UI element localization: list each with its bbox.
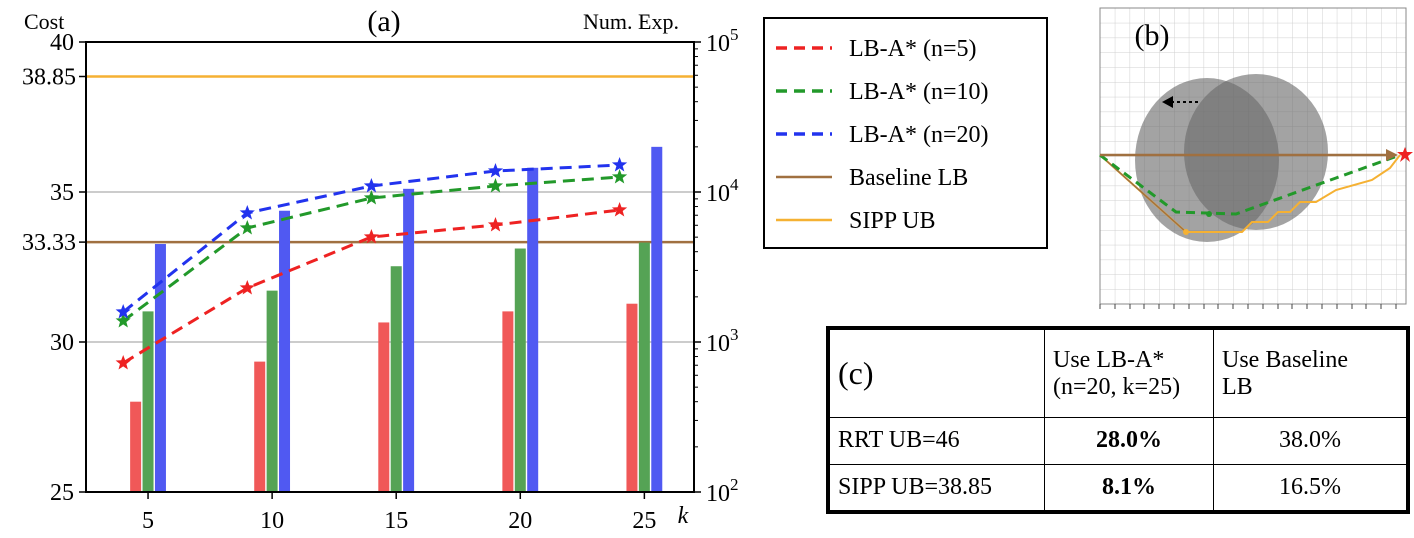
panel-c-label: (c) <box>838 355 874 391</box>
series-point-star-icon <box>487 217 504 232</box>
bar-n20-k5.5 <box>154 244 166 492</box>
axis-ticks: 5 10 15 20 25 25 30 35 40 33.33 38.85 102 103 104 105 <box>22 25 739 534</box>
panel-a-chart: 5 10 15 20 252530354033.3338.85102103104105 … <box>22 5 739 534</box>
series-group <box>115 157 628 370</box>
rrt-path <box>1099 154 1187 233</box>
y-right-tick-label: 105 <box>706 25 739 57</box>
legend-frame <box>763 17 1048 249</box>
y-right-tick-label: 103 <box>706 325 739 357</box>
lba-waypoint <box>1206 211 1212 217</box>
y-left-extra-tick-label: 33.33 <box>22 230 76 256</box>
y-right-tick-label: 104 <box>706 175 739 207</box>
y-right-tick-label: 102 <box>706 475 739 507</box>
panel-b-diagram: (b) <box>1099 7 1413 309</box>
panel-a-label: (a) <box>367 5 400 38</box>
x-tick-label: 5 <box>142 508 154 534</box>
table-corner: (c) <box>829 329 1045 418</box>
bar-n10-k20 <box>514 248 526 492</box>
bar-n10-k25 <box>638 242 650 492</box>
series-point-star-icon <box>611 202 628 217</box>
x-tick-label: 10 <box>260 508 284 534</box>
series-point-star-icon <box>487 163 504 178</box>
panel-c-table: (c) Use LB-A* (n=20, k=25) Use Baseline LB… <box>826 326 1410 514</box>
table-row: SIPP UB=38.85 8.1% 16.5% <box>829 463 1407 511</box>
motion-arrow-icon <box>1162 96 1173 108</box>
row-baseline-value: 38.0% <box>1213 417 1407 465</box>
bar-n20-k10.5 <box>279 210 291 492</box>
lba-path <box>1099 153 1401 216</box>
sipp-waypoint <box>1183 229 1189 235</box>
header-lba: Use LB-A* (n=20, k=25) <box>1044 329 1214 418</box>
bar-n10-k15 <box>390 266 402 492</box>
obstacle-current <box>1184 74 1328 230</box>
legend-entry-label: LB-A* (n=20) <box>849 122 989 148</box>
legend-entry-label: LB-A* (n=10) <box>849 79 989 105</box>
y-left-axis-label: Cost <box>24 9 64 34</box>
series-point-star-icon <box>239 280 255 295</box>
series-point-star-icon <box>611 169 628 184</box>
bar-n20-k25.5 <box>651 146 663 492</box>
bar-n5-k9.5 <box>254 361 266 492</box>
row-lba-value: 28.0% <box>1044 417 1214 465</box>
header-lba-sub: (n=20, k=25) <box>1053 373 1181 400</box>
bar-n5-k14.5 <box>378 322 390 492</box>
bar-n5-k19.5 <box>502 311 514 492</box>
panel-b-label: (b) <box>1135 19 1170 52</box>
series-line <box>122 175 620 323</box>
header-baseline-title: Use Baseline <box>1222 346 1348 373</box>
y-left-tick-label: 30 <box>50 330 74 356</box>
legend: LB-A* (n=5) LB-A* (n=10) LB-A* (n=20) Basel… <box>763 17 1048 249</box>
series-point-star-icon <box>363 190 379 205</box>
series-line <box>122 208 620 365</box>
x-tick-label: 15 <box>384 508 408 534</box>
series-point-star-icon <box>363 229 379 244</box>
series-point-star-icon <box>487 178 504 193</box>
header-baseline: Use Baseline LB <box>1213 329 1407 418</box>
bar-n10-k5 <box>142 311 154 492</box>
series-point-star-icon <box>611 157 628 172</box>
tick-marks-bottom <box>1099 304 1397 309</box>
arrow-head-icon <box>1386 149 1398 161</box>
series-point-star-icon <box>363 178 379 193</box>
plot-frame <box>85 41 695 493</box>
table-header-row: (c) Use LB-A* (n=20, k=25) Use Baseline LB <box>829 329 1407 418</box>
table-row: RRT UB=46 28.0% 38.0% <box>829 417 1407 465</box>
legend-entry-label: SIPP UB <box>849 208 935 234</box>
goal-star-icon <box>1397 147 1413 162</box>
bar-n20-k15.5 <box>403 188 415 493</box>
x-tick-label: 20 <box>508 508 532 534</box>
series-point-star-icon <box>239 220 255 235</box>
y-left-tick-label: 40 <box>50 30 74 56</box>
gridlines <box>86 191 694 343</box>
series-point-star-icon <box>115 313 131 328</box>
series-point-star-icon <box>115 355 131 370</box>
plot-area <box>86 42 694 492</box>
legend-entry-label: Baseline LB <box>849 165 968 191</box>
sipp-path <box>1099 154 1401 233</box>
row-name: RRT UB=46 <box>829 417 1045 465</box>
x-tick-label: 25 <box>632 508 656 534</box>
series-point-star-icon <box>115 304 131 319</box>
row-baseline-value: 16.5% <box>1213 463 1407 511</box>
bar-n10-k10 <box>266 290 278 492</box>
y-right-axis-label: Num. Exp. <box>583 9 679 34</box>
bar-n5-k24.5 <box>626 303 638 492</box>
row-lba-value: 8.1% <box>1044 463 1214 511</box>
y-left-tick-label: 35 <box>50 180 74 206</box>
header-baseline-sub: LB <box>1222 373 1253 400</box>
y-left-extra-tick-label: 38.85 <box>22 65 76 91</box>
reference-lines <box>86 75 694 244</box>
bar-n20-k20.5 <box>527 167 539 492</box>
header-lba-title: Use LB-A* <box>1053 346 1165 373</box>
row-name: SIPP UB=38.85 <box>829 463 1045 511</box>
bars-group <box>130 146 663 493</box>
series-point-star-icon <box>239 205 255 220</box>
bar-n5-k4.5 <box>130 401 142 492</box>
x-axis-label: k <box>678 503 689 529</box>
legend-entry-label: LB-A* (n=5) <box>849 36 977 62</box>
y-left-tick-label: 25 <box>50 480 74 506</box>
